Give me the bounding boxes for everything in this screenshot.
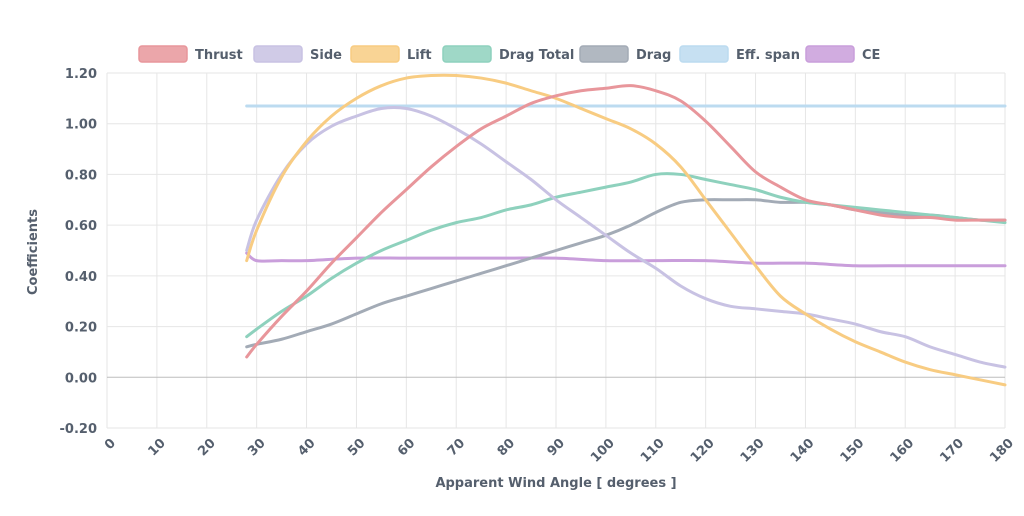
x-tick-label: 60 [395, 436, 418, 459]
x-tick-label: 170 [937, 436, 967, 466]
y-tick-label: 0.00 [65, 371, 97, 386]
legend-label: Drag [636, 48, 671, 63]
x-axis-ticks: 0 10 20 30 40 50 60 70 80 90 100 110 120 130 140 150 160… [102, 436, 1017, 466]
legend-item-lift[interactable]: Lift [350, 45, 432, 63]
legend-label: Thrust [195, 48, 243, 63]
legend-item-drag-total[interactable]: Drag Total [442, 45, 574, 63]
x-tick-label: 50 [345, 436, 368, 459]
series-line-lift [245, 73, 1007, 387]
x-tick-label: 0 [102, 436, 119, 453]
x-tick-label: 70 [445, 436, 468, 459]
y-tick-label: 0.60 [65, 219, 97, 234]
series-line-thrust [245, 84, 1007, 359]
legend-item-drag[interactable]: Drag [579, 45, 671, 63]
series-line-ce [245, 251, 1007, 268]
y-tick-label: 0.80 [65, 168, 97, 183]
legend-label: Drag Total [499, 48, 574, 63]
legend-swatch [138, 45, 188, 63]
legend-swatch [679, 45, 729, 63]
x-tick-label: 30 [245, 436, 268, 459]
x-tick-label: 180 [987, 436, 1017, 466]
x-tick-label: 40 [295, 436, 318, 459]
series-lines [245, 73, 1007, 387]
x-tick-label: 130 [738, 436, 768, 466]
x-tick-label: 110 [638, 436, 668, 466]
series-line-drag-total [245, 172, 1007, 339]
x-tick-label: 90 [545, 436, 568, 459]
x-tick-label: 100 [588, 436, 618, 466]
x-axis-label: Apparent Wind Angle [ degrees ] [435, 476, 676, 491]
legend-swatch [253, 45, 303, 63]
x-tick-label: 20 [195, 436, 218, 459]
y-axis-ticks: -0.20 0.00 0.20 0.40 0.60 0.80 1.00 1.20 [60, 67, 97, 437]
x-tick-label: 160 [887, 436, 917, 466]
legend-swatch [805, 45, 855, 63]
legend-label: Lift [407, 48, 432, 63]
y-tick-label: 0.20 [65, 321, 97, 336]
x-tick-label: 150 [838, 436, 868, 466]
y-tick-label: 0.40 [65, 270, 97, 285]
x-tick-label: 10 [146, 436, 169, 459]
series-line-side [245, 106, 1007, 369]
legend-item-ce[interactable]: CE [805, 45, 880, 63]
x-tick-label: 140 [788, 436, 818, 466]
y-tick-label: -0.20 [60, 422, 97, 437]
legend-item-side[interactable]: Side [253, 45, 342, 63]
legend-item-thrust[interactable]: Thrust [138, 45, 243, 63]
x-tick-label: 80 [495, 436, 518, 459]
legend-swatch [579, 45, 629, 63]
y-axis-label: Coefficients [26, 209, 41, 295]
x-tick-label: 120 [688, 436, 718, 466]
series-line-drag [245, 198, 1007, 349]
legend-label: Eff. span [736, 48, 800, 63]
legend-swatch [442, 45, 492, 63]
y-tick-label: 1.20 [65, 67, 97, 82]
grid [106, 72, 1006, 429]
y-tick-label: 1.00 [65, 118, 97, 133]
legend-item-eff-span[interactable]: Eff. span [679, 45, 800, 63]
legend-label: Side [310, 48, 342, 63]
legend[interactable]: Thrust Side Lift Drag Total Drag Eff. span CE [138, 45, 880, 63]
legend-swatch [350, 45, 400, 63]
legend-label: CE [862, 48, 880, 63]
